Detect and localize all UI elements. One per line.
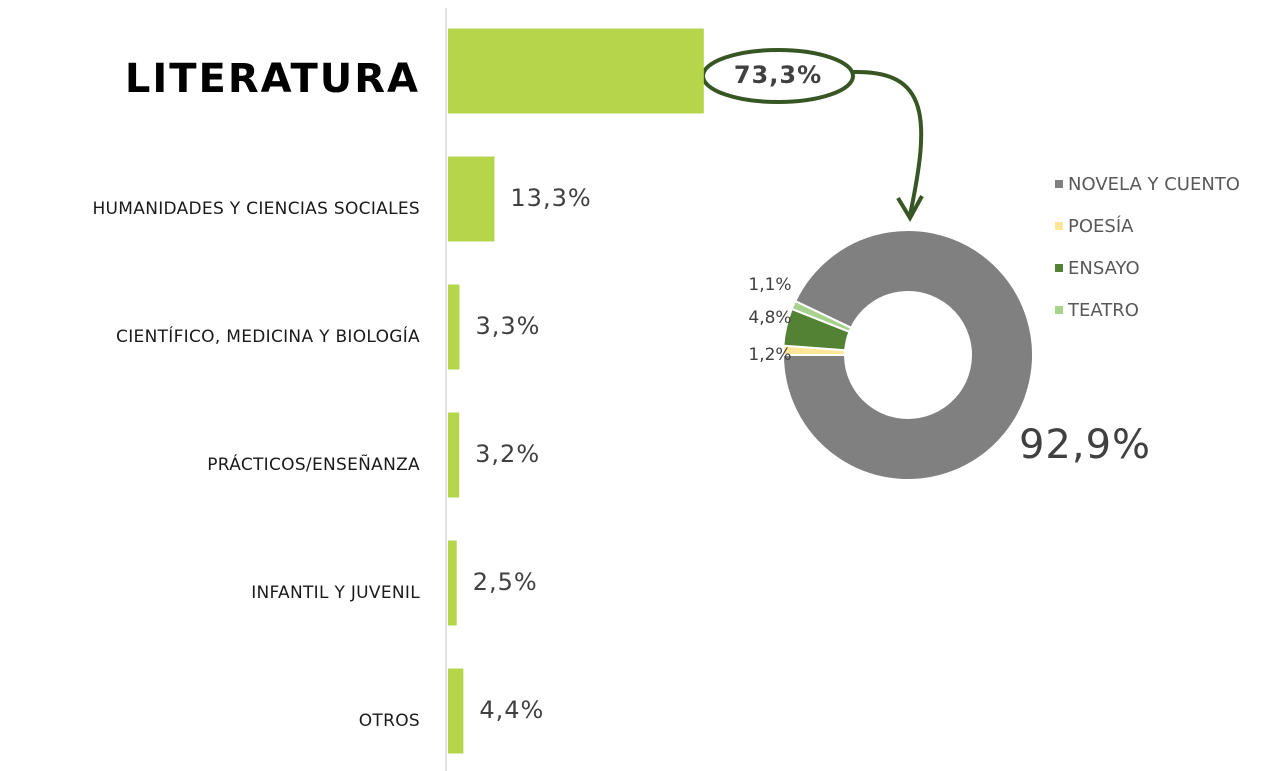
legend-label: NOVELA Y CUENTO [1068,174,1240,195]
value-label: 73,3% [734,61,822,89]
category-label: CIENTÍFICO, MEDICINA Y BIOLOGÍA [116,325,420,347]
legend-label: TEATRO [1067,300,1139,321]
slice-label: 4,8% [748,308,791,328]
slice-label: 1,1% [748,275,791,295]
category-label: INFANTIL Y JUVENIL [251,583,420,603]
bar [448,28,704,114]
category-label: PRÁCTICOS/ENSEÑANZA [207,453,420,475]
bar [448,156,495,242]
category-label: LITERATURA [125,56,420,102]
bar [448,540,457,626]
donut-slice [790,299,853,334]
slice-label: 92,9% [1019,422,1151,468]
legend-swatch [1055,306,1063,314]
legend-swatch [1055,180,1063,188]
value-label: 4,4% [479,696,544,724]
value-label: 3,3% [476,312,541,340]
value-label: 3,2% [475,440,540,468]
arrow [852,69,924,216]
legend-label: ENSAYO [1068,258,1140,279]
slice-label: 1,2% [748,345,791,365]
value-label: 13,3% [510,184,591,212]
legend-swatch [1055,264,1063,272]
bar [448,668,464,754]
donut-slice [781,229,1034,481]
category-label: OTROS [359,711,420,731]
bar [448,412,460,498]
arrow-head [896,195,924,223]
category-label: HUMANIDADES Y CIENCIAS SOCIALES [92,199,420,219]
legend-label: POESÍA [1068,215,1134,237]
legend-swatch [1055,222,1063,230]
value-label: 2,5% [473,568,538,596]
bar [448,284,460,370]
